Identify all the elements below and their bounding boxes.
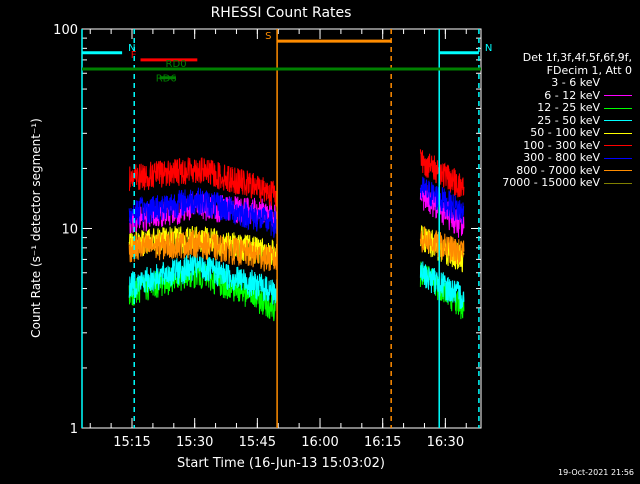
series-line <box>128 230 278 272</box>
x-axis-label: Start Time (16-Jun-13 15:03:02) <box>177 456 385 471</box>
legend-swatch <box>604 82 632 84</box>
legend-label: 7000 - 15000 keV <box>502 176 600 189</box>
legend-item: 300 - 800 keV <box>482 151 632 165</box>
legend-label: 100 - 300 keV <box>523 138 600 152</box>
x-tick-label: 15:15 <box>113 435 150 450</box>
x-tick-label: 15:30 <box>176 435 213 450</box>
legend-label: 6 - 12 keV <box>544 88 600 102</box>
x-tick-label: 16:30 <box>427 435 464 450</box>
y-axis-label: Count Rate (s⁻¹ detector segment⁻¹) <box>29 118 43 338</box>
y-tick-label: 100 <box>53 23 78 38</box>
y-tick-label: 10 <box>61 223 78 238</box>
x-tick-label: 15:45 <box>239 435 276 450</box>
status-bar-label: RD0 <box>166 59 187 70</box>
series-line <box>128 253 278 305</box>
series-line <box>128 225 278 268</box>
status-bar-label: N <box>128 43 135 54</box>
y-tick-label: 1 <box>70 422 78 437</box>
legend-swatch <box>604 132 632 134</box>
legend-item: 100 - 300 keV <box>482 138 632 153</box>
series-line <box>128 187 278 238</box>
legend-header-line1: Det 1f,3f,4f,5f,6f,9f, <box>522 51 632 64</box>
legend-label: 3 - 6 keV <box>551 76 600 89</box>
axes-frame: 1 10 100 15:15 15:30 15:45 16:00 16:15 16:30 <box>53 23 482 450</box>
series-group <box>128 149 465 349</box>
series-line <box>419 226 465 265</box>
chart-title: RHESSI Count Rates <box>211 5 352 21</box>
status-bar-label: S <box>265 31 271 42</box>
legend-item: 25 - 50 keV <box>482 113 632 128</box>
legend-swatch <box>604 107 632 109</box>
legend-label: 25 - 50 keV <box>537 113 600 127</box>
legend-label: 300 - 800 keV <box>523 151 600 164</box>
legend-label: 12 - 25 keV <box>537 101 600 114</box>
x-tick-label: 16:15 <box>364 435 401 450</box>
legend-swatch <box>604 145 632 147</box>
series-line <box>128 157 278 209</box>
legend-swatch <box>604 157 632 159</box>
legend-item: 12 - 25 keV <box>482 101 632 115</box>
status-bar-label: N <box>485 43 492 54</box>
legend-item: 6 - 12 keV <box>482 88 632 103</box>
legend-swatch <box>604 182 632 184</box>
legend-swatch <box>604 170 632 172</box>
status-bar-label: RD6 <box>156 74 177 85</box>
legend-header-line2: FDecim 1, Att 0 <box>546 63 632 77</box>
series-line <box>419 149 465 198</box>
series-line <box>419 184 465 238</box>
series-line <box>419 261 465 309</box>
legend-label: 50 - 100 keV <box>530 126 600 139</box>
legend-item: 3 - 6 keV <box>482 76 632 90</box>
legend-label: 800 - 7000 keV <box>516 163 600 177</box>
legend-swatch <box>604 95 632 97</box>
legend-item: 7000 - 15000 keV <box>482 176 632 190</box>
legend-item: 50 - 100 keV <box>482 126 632 140</box>
x-tick-label: 16:00 <box>301 435 338 450</box>
legend-swatch <box>604 120 632 122</box>
legend: Det 1f,3f,4f,5f,6f,9f, FDecim 1, Att 0 3… <box>482 51 632 190</box>
timestamp-footer: 19-Oct-2021 21:56 <box>558 468 634 477</box>
series-line <box>419 176 465 224</box>
status-bar-label: F <box>131 50 137 61</box>
legend-item: 800 - 7000 keV <box>482 163 632 178</box>
